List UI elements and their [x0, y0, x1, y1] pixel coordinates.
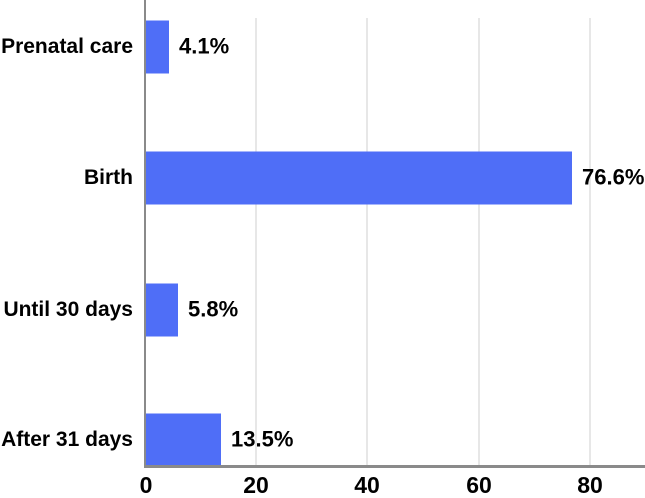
x-tick-60: 60 [466, 472, 492, 498]
value-label-after-31-days: 13.5% [231, 426, 294, 452]
value-label-prenatal-care: 4.1% [179, 33, 230, 59]
category-label-until-30-days: Until 30 days [3, 298, 133, 321]
category-label-after-31-days: After 31 days [1, 428, 133, 451]
x-axis-line [144, 465, 645, 468]
x-tick-0: 0 [139, 472, 153, 498]
bar-prenatal-care [146, 20, 169, 74]
x-tick-20: 20 [243, 472, 269, 498]
bar-after-31-days [146, 413, 221, 467]
value-label-until-30-days: 5.8% [188, 296, 239, 322]
gridline-60 [478, 18, 480, 466]
bar-birth [146, 151, 572, 205]
gridline-20 [255, 18, 257, 466]
x-tick-80: 80 [577, 472, 603, 498]
value-label-birth: 76.6% [582, 164, 645, 190]
gridline-40 [366, 18, 368, 466]
bar-until-30-days [146, 283, 178, 337]
gridline-80 [589, 18, 591, 466]
y-axis-line [144, 0, 146, 467]
x-tick-40: 40 [354, 472, 380, 498]
category-label-birth: Birth [84, 166, 133, 189]
category-label-prenatal-care: Prenatal care [1, 35, 133, 58]
